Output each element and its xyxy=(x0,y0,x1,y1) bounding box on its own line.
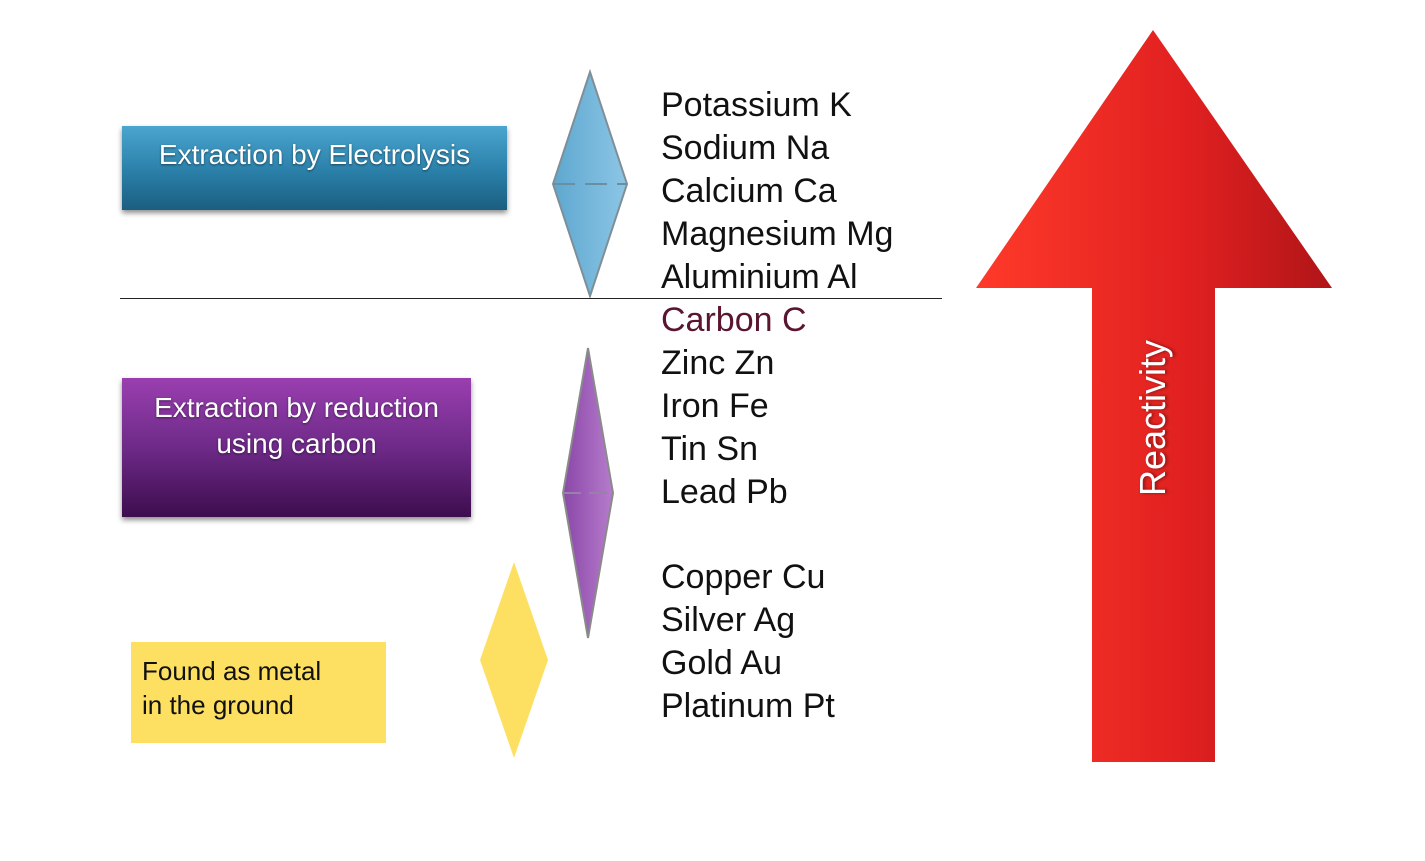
carbon-reduction-label-line2: using carbon xyxy=(216,428,377,459)
series-item-iron: Iron Fe xyxy=(661,387,769,425)
native-metal-label-line2: in the ground xyxy=(142,690,294,720)
series-gap xyxy=(661,514,893,556)
carbon-reduction-method-box: Extraction by reduction using carbon xyxy=(122,378,471,517)
series-item-sodium: Sodium Na xyxy=(661,129,830,167)
series-item-platinum: Platinum Pt xyxy=(661,687,835,725)
native-range-diamond xyxy=(480,562,548,758)
native-metal-box: Found as metal in the ground xyxy=(131,642,386,743)
series-item-silver: Silver Ag xyxy=(661,601,796,639)
reactivity-arrow-label: Reactivity xyxy=(1132,339,1173,497)
carbon-divider-line xyxy=(120,298,942,299)
series-item-gold: Gold Au xyxy=(661,644,782,682)
series-item-tin: Tin Sn xyxy=(661,430,759,468)
series-item-lead: Lead Pb xyxy=(661,473,788,511)
native-metal-label-line1: Found as metal xyxy=(142,656,322,686)
carbon-reduction-label-line1: Extraction by reduction xyxy=(154,392,439,423)
carbon-range-diamond xyxy=(561,347,615,639)
series-item-aluminium: Aluminium Al xyxy=(661,258,858,296)
series-item-calcium: Calcium Ca xyxy=(661,172,837,210)
series-item-copper: Copper Cu xyxy=(661,558,826,596)
series-item-magnesium: Magnesium Mg xyxy=(661,215,894,253)
series-item-potassium: Potassium K xyxy=(661,86,852,124)
electrolysis-method-label: Extraction by Electrolysis xyxy=(158,139,471,170)
reactivity-arrow xyxy=(976,30,1332,762)
series-item-zinc: Zinc Zn xyxy=(661,344,775,382)
electrolysis-method-box: Extraction by Electrolysis xyxy=(122,126,507,210)
series-item-carbon: Carbon C xyxy=(661,301,807,339)
reactivity-series-list: Potassium K Sodium Na Calcium Ca Magnesi… xyxy=(661,84,893,728)
